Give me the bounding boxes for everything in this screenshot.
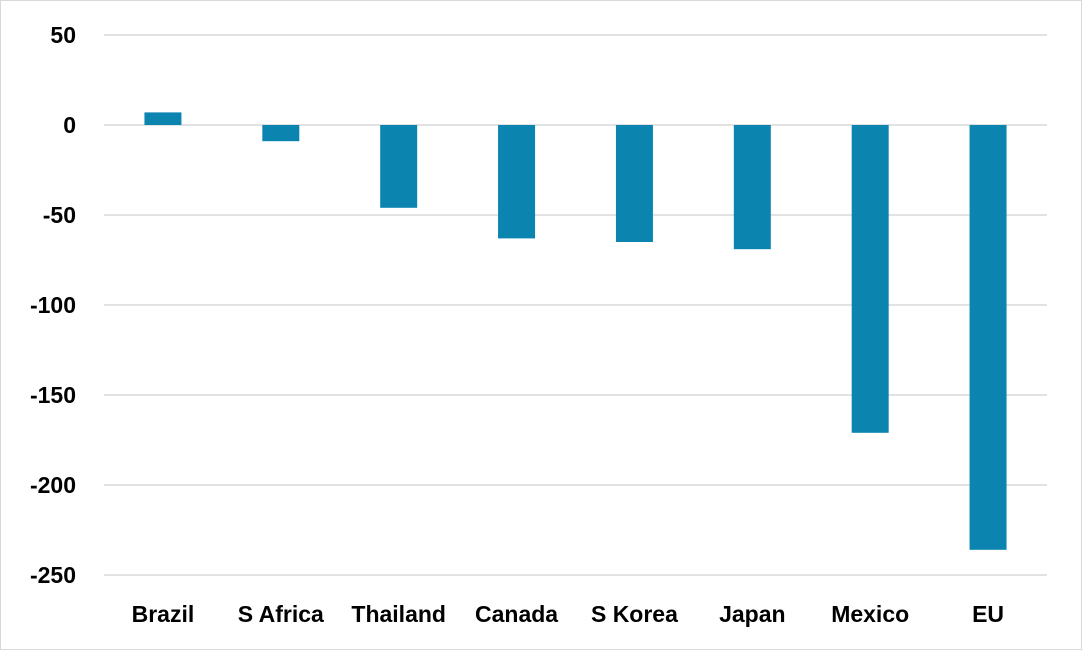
y-axis-tick-labels: 50 0 -50 -100 -150 -200 -250 bbox=[30, 22, 76, 588]
y-tick-label: 50 bbox=[50, 22, 76, 48]
y-tick-label: -150 bbox=[30, 382, 76, 408]
bars bbox=[144, 112, 1007, 550]
x-tick-label: EU bbox=[972, 601, 1004, 627]
bar-japan bbox=[733, 125, 771, 250]
bar-brazil bbox=[144, 112, 182, 125]
x-tick-label: S Africa bbox=[238, 601, 324, 627]
x-tick-label: S Korea bbox=[591, 601, 678, 627]
bar-thailand bbox=[380, 125, 418, 208]
x-axis-category-labels: Brazil S Africa Thailand Canada S Korea Japan… bbox=[132, 601, 1004, 627]
bar-canada bbox=[498, 125, 536, 239]
y-tick-label: 0 bbox=[63, 112, 76, 138]
bar-s-africa bbox=[262, 125, 300, 142]
y-tick-label: -100 bbox=[30, 292, 76, 318]
x-tick-label: Mexico bbox=[831, 601, 909, 627]
y-tick-label: -200 bbox=[30, 472, 76, 498]
bar-mexico bbox=[851, 125, 889, 433]
x-tick-label: Japan bbox=[719, 601, 785, 627]
bar-eu bbox=[969, 125, 1007, 550]
gridlines bbox=[104, 34, 1047, 576]
x-tick-label: Brazil bbox=[132, 601, 195, 627]
x-tick-label: Thailand bbox=[351, 601, 446, 627]
bar-s-korea bbox=[615, 125, 653, 242]
y-tick-label: -50 bbox=[43, 202, 76, 228]
x-tick-label: Canada bbox=[475, 601, 558, 627]
y-tick-label: -250 bbox=[30, 562, 76, 588]
